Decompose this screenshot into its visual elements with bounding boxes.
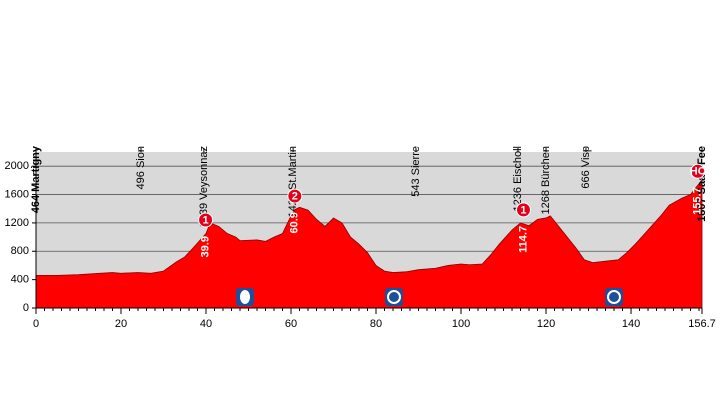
climb-marker (690, 163, 706, 179)
climb-km: 60.9 (289, 212, 301, 233)
icons (236, 288, 623, 306)
place-label: 1424 St.Martin (287, 146, 299, 218)
place-label: 666 Visp (580, 146, 592, 189)
climb-marker (287, 188, 303, 204)
y-tick-label: 400 (11, 274, 29, 286)
climb-category: 1 (203, 214, 209, 226)
place-label: 1236 Eischoll (512, 146, 524, 211)
x-tick-label: 156.7 (688, 318, 716, 330)
climb-category: HC (690, 166, 706, 178)
x-tick-label: 60 (285, 318, 297, 330)
y-tick-label: 800 (11, 245, 29, 257)
climb-km: 114.7 (517, 226, 529, 253)
place-label: 496 Sion (135, 146, 147, 189)
climb-km: 155.7 (692, 187, 704, 215)
place-label: 1268 Bürchen (540, 146, 552, 215)
feed-icon-glyph (387, 290, 401, 304)
climb-marker (515, 202, 531, 218)
y-tick-label: 1600 (5, 188, 29, 200)
profile-area (35, 178, 703, 309)
climb-km: 39.9 (199, 236, 211, 257)
x-tick-label: 120 (537, 318, 555, 330)
sprint-icon-glyph (240, 290, 250, 304)
y-tick-label: 2000 (5, 160, 29, 172)
y-tick-label: 0 (23, 302, 29, 314)
bonus-icon-glyph (607, 290, 621, 304)
x-tick-label: 80 (370, 318, 382, 330)
x-tick-label: 0 (33, 318, 39, 330)
climb-category: 2 (292, 190, 298, 202)
climb-marker (198, 212, 214, 228)
place-label: 1239 Veysonnaz (198, 146, 210, 227)
climb-category: 1 (520, 204, 526, 216)
x-tick-label: 40 (200, 318, 212, 330)
place-label: 464 Martigny (30, 145, 42, 213)
x-tick-label: 140 (622, 318, 640, 330)
y-tick-label: 1200 (5, 217, 29, 229)
place-label: 543 Sierre (410, 146, 422, 197)
x-tick-label: 100 (452, 318, 470, 330)
x-tick-label: 20 (115, 318, 127, 330)
